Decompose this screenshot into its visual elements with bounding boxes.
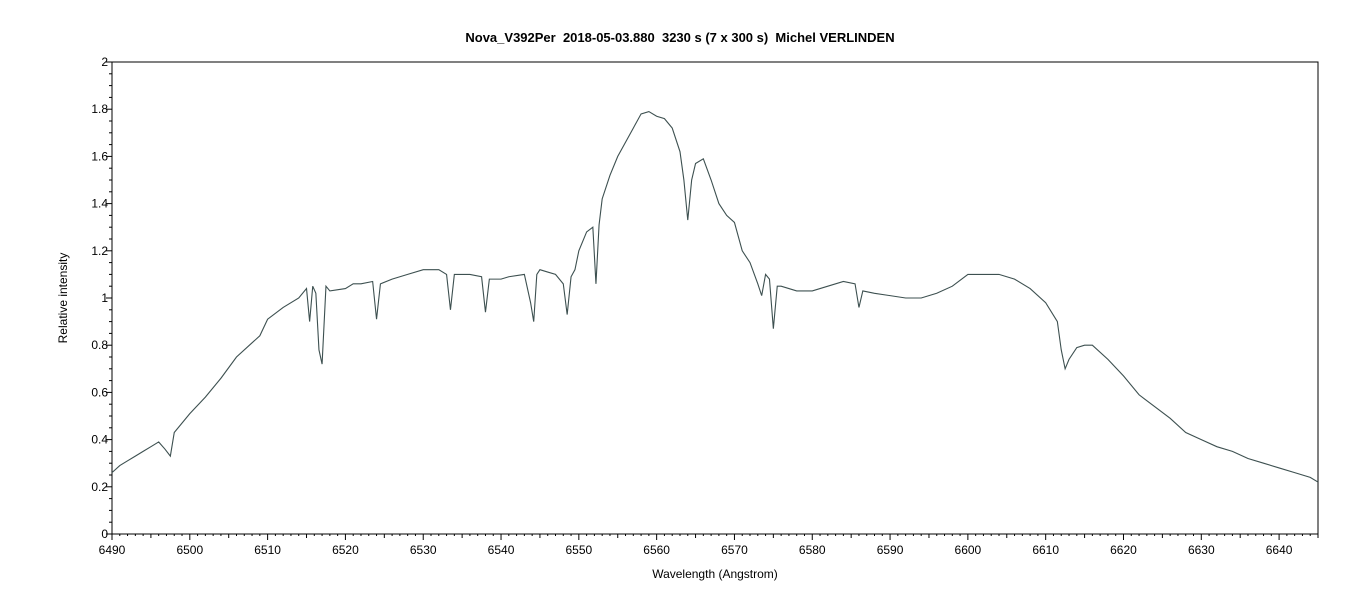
plot-area: [111, 61, 1319, 535]
x-tick-label: 6520: [332, 543, 359, 557]
y-tick-label: 2: [101, 55, 108, 69]
y-tick-label: 0.8: [91, 338, 108, 352]
y-tick-label: 0.6: [91, 385, 108, 399]
x-tick-label: 6560: [643, 543, 670, 557]
y-tick-label: 1.2: [91, 244, 108, 258]
y-axis-label: Relative intensity: [56, 253, 70, 344]
y-tick-label: 0.4: [91, 433, 108, 447]
x-tick-label: 6550: [565, 543, 592, 557]
x-axis: 6490 6500 6510 6520 6530 6540 6550 6560 6570 6580…: [99, 534, 1319, 557]
x-tick-label: 6600: [955, 543, 982, 557]
x-tick-label: 6610: [1032, 543, 1059, 557]
y-tick-label: 1.4: [91, 197, 108, 211]
x-tick-label: 6500: [176, 543, 203, 557]
y-tick-label: 1.6: [91, 149, 108, 163]
y-tick-label: 1.8: [91, 102, 108, 116]
x-tick-label: 6640: [1266, 543, 1293, 557]
x-axis-label: Wavelength (Angstrom): [652, 567, 778, 581]
x-tick-label: 6630: [1188, 543, 1215, 557]
y-axis: 0 0.2 0.4 0.6 0.8 1 1.2 1.4 1.6 1.8 2: [91, 55, 112, 541]
y-tick-label: 1: [101, 291, 108, 305]
y-tick-label: 0.2: [91, 480, 108, 494]
x-tick-label: 6490: [99, 543, 126, 557]
spectrum-line: [111, 110, 1319, 483]
y-tick-label: 0: [101, 527, 108, 541]
x-tick-label: 6570: [721, 543, 748, 557]
chart-title: Nova_V392Per 2018-05-03.880 3230 s (7 x …: [465, 30, 895, 45]
x-tick-label: 6590: [877, 543, 904, 557]
x-tick-label: 6540: [488, 543, 515, 557]
x-tick-label: 6580: [799, 543, 826, 557]
x-tick-label: 6530: [410, 543, 437, 557]
x-tick-label: 6620: [1110, 543, 1137, 557]
x-tick-label: 6510: [254, 543, 281, 557]
